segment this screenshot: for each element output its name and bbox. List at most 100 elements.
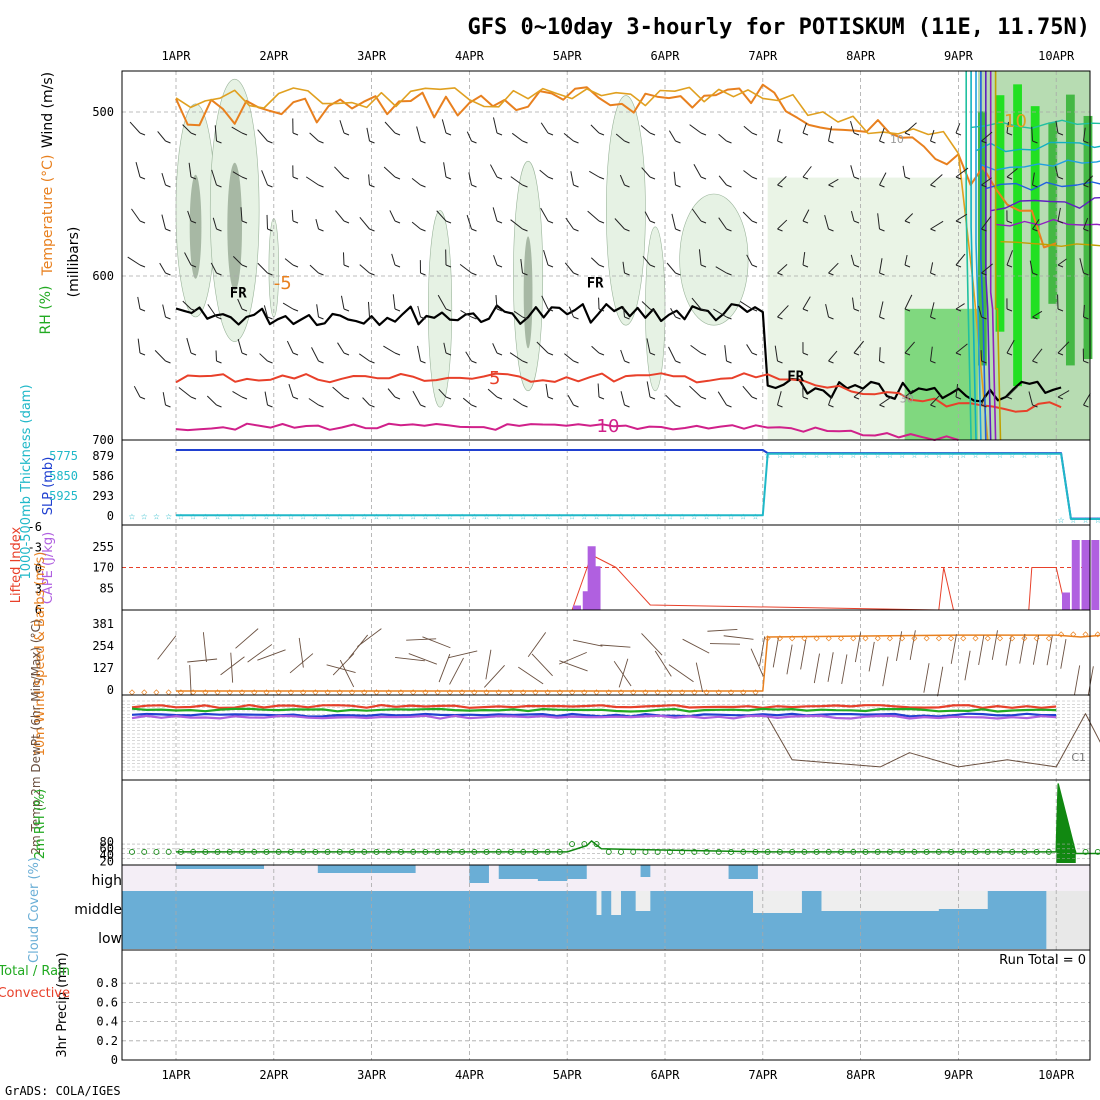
- upper-wind-barb-tick: [241, 132, 248, 136]
- wind10m-barb: [348, 634, 369, 659]
- upper-wind-barb: [852, 297, 855, 310]
- precip-tick: 0.2: [96, 1034, 118, 1048]
- upper-wind-barb: [392, 294, 396, 310]
- upper-wind-barb-tick: [420, 184, 426, 188]
- wind-speed-marker: ◇: [630, 687, 636, 698]
- thickness-star: ☆: [740, 509, 747, 522]
- upper-wind-barb: [231, 126, 243, 134]
- upper-wind-barb: [342, 252, 345, 266]
- wind-speed-marker: ◇: [337, 687, 343, 698]
- upper-wind-barb-tick: [853, 396, 860, 400]
- upper-wind-barb: [689, 385, 702, 398]
- thickness-star: ☆: [385, 509, 392, 522]
- wind10m-barb: [1005, 635, 1012, 666]
- upper-wind-barb-tick: [1032, 272, 1038, 276]
- upper-wind-barb-tick: [879, 316, 885, 320]
- upper-wind-barb: [825, 303, 829, 318]
- wind-speed-marker: ◇: [276, 687, 282, 698]
- upper-wind-barb: [930, 220, 944, 230]
- wind10m-barb: [695, 662, 704, 693]
- upper-wind-barb: [437, 294, 447, 310]
- upper-wind-barb-tick: [700, 176, 707, 180]
- upper-wind-barb-tick: [981, 360, 987, 364]
- upper-wind-barb: [383, 345, 396, 354]
- upper-wind-barb: [802, 296, 811, 310]
- cloud-level-low: low: [98, 931, 122, 947]
- wind10m-barb: [618, 658, 629, 688]
- upper-wind-barb: [1057, 390, 1070, 398]
- thickness-star: ☆: [752, 509, 759, 522]
- thickness-star: ☆: [520, 509, 527, 522]
- wind10m-barb: [289, 653, 314, 674]
- upper-wind-barb-tick: [190, 220, 197, 224]
- rh2m-marker: [508, 848, 514, 855]
- wind10m-barb: [1087, 666, 1094, 696]
- upper-wind-barb: [930, 174, 943, 186]
- upper-wind-barb: [1006, 121, 1009, 134]
- temp2m-line: [131, 712, 1057, 718]
- rh2m-marker: [141, 848, 148, 855]
- li-tick: 0: [35, 561, 42, 575]
- thickness-star: ☆: [141, 509, 148, 522]
- upper-wind-barb: [308, 398, 319, 406]
- rh2m-marker: [691, 848, 698, 855]
- wind-speed-marker: ◇: [606, 687, 612, 698]
- upper-wind-barb: [492, 343, 498, 354]
- upper-wind-barb-tick: [394, 176, 401, 180]
- upper-wind-barb-tick: [573, 404, 579, 408]
- upper-wind-barb-tick: [139, 352, 146, 356]
- wind10m-barb: [868, 641, 875, 672]
- upper-wind-barb: [591, 345, 600, 354]
- upper-wind-barb-tick: [1083, 140, 1089, 144]
- upper-wind-barb-tick: [573, 360, 579, 364]
- upper-wind-barb-tick: [1006, 132, 1013, 136]
- upper-wind-barb-tick: [369, 228, 375, 232]
- run-total-annotation: Run Total = 0: [999, 953, 1086, 968]
- wind10m-barb: [654, 650, 672, 677]
- upper-wind-barb-tick: [981, 272, 987, 276]
- upper-wind-barb-tick: [547, 264, 554, 268]
- lifted-index-axis-label: Lifted Index: [9, 526, 24, 603]
- thickness-star: ☆: [1046, 448, 1053, 461]
- upper-wind-barb-tick: [853, 308, 860, 312]
- wind10m-barb: [682, 638, 710, 654]
- upper-wind-barb-tick: [981, 140, 987, 144]
- upper-wind-barb: [877, 213, 880, 230]
- wind-speed-marker: ◇: [288, 687, 294, 698]
- wind-speed-marker: ◇: [361, 687, 367, 698]
- upper-wind-barb-tick: [471, 140, 477, 144]
- upper-wind-barb: [718, 133, 727, 142]
- x-tick-top: 10APR: [1038, 49, 1075, 63]
- upper-wind-barb-tick: [241, 220, 248, 224]
- upper-wind-barb-tick: [369, 140, 375, 144]
- upper-wind-barb-tick: [904, 132, 911, 136]
- rh2m-marker: [459, 848, 466, 855]
- x-tick-bottom: 1APR: [162, 1068, 192, 1082]
- upper-wind-barb-tick: [292, 264, 299, 268]
- wind-speed-marker: ◇: [887, 633, 893, 644]
- upper-wind-barb-tick: [598, 308, 605, 312]
- upper-wind-barb-tick: [777, 404, 783, 408]
- temp2m-line: [131, 703, 1057, 710]
- wind10m-barb: [668, 664, 694, 683]
- upper-wind-barb-tick: [522, 272, 528, 276]
- upper-wind-barb-tick: [190, 352, 197, 356]
- upper-wind-barb: [466, 214, 472, 230]
- thickness-star: ☆: [605, 509, 612, 522]
- upper-wind-barb: [777, 305, 789, 318]
- wind-speed-marker: ◇: [410, 687, 416, 698]
- wind10m-barb: [235, 628, 259, 649]
- upper-wind-barb-tick: [471, 228, 477, 232]
- thickness-star: ☆: [214, 509, 221, 522]
- wind10m-barb: [357, 628, 382, 647]
- upper-wind-barb: [309, 132, 319, 142]
- upper-wind-barb: [828, 262, 839, 274]
- upper-wind-barb: [955, 123, 961, 134]
- upper-wind-barb-tick: [292, 176, 299, 180]
- upper-wind-barb: [459, 264, 472, 274]
- thickness-star: ☆: [899, 448, 906, 461]
- upper-wind-barb-tick: [471, 316, 477, 320]
- rh2m-marker: [850, 848, 857, 855]
- upper-wind-barb: [1032, 348, 1043, 362]
- upper-wind-barb-tick: [216, 184, 222, 188]
